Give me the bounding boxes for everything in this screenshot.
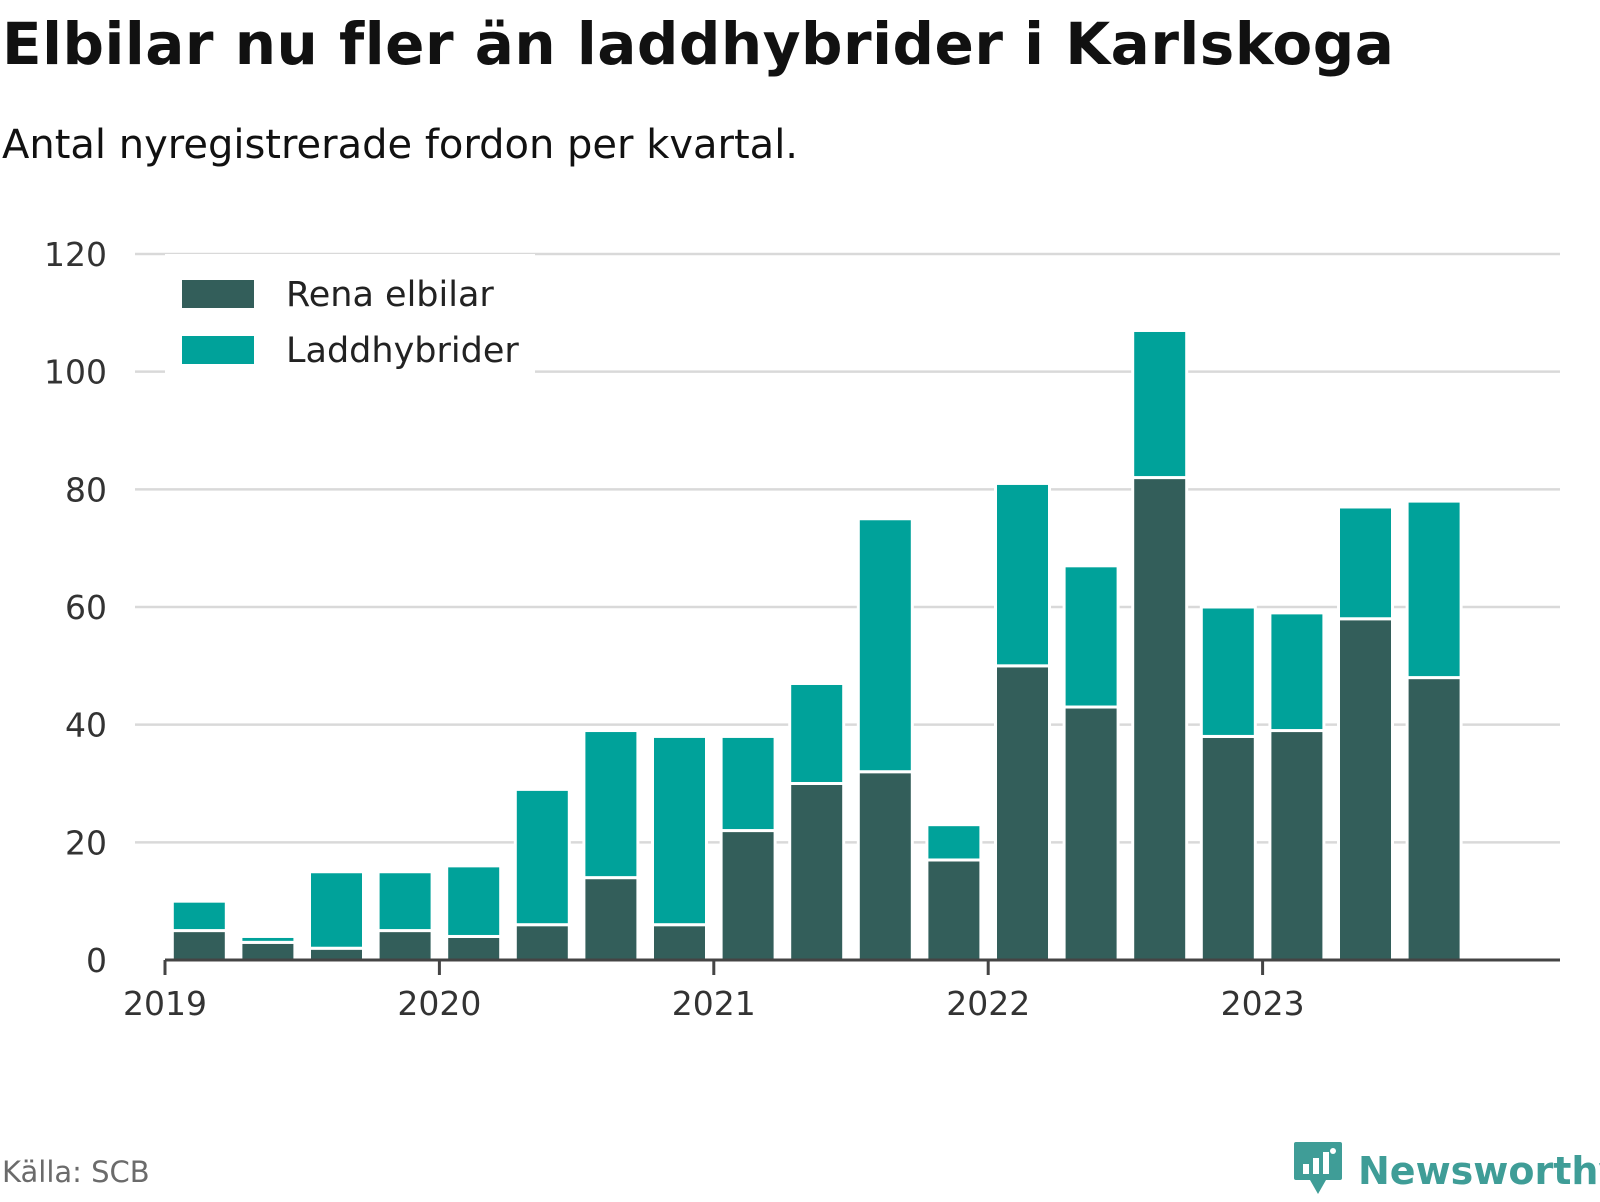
x-tick-label: 2020 (397, 984, 481, 1023)
bar-rena-elbilar (445, 934, 503, 962)
stacked-bar-chart: 0 20 40 60 80 100 120 2019 2020 2021 2022 2023 Rena … (44, 235, 1560, 1023)
bar-laddhybrider (651, 734, 708, 927)
bar-rena-elbilar (925, 858, 983, 962)
bar-rena-elbilar (719, 829, 777, 962)
bar-rena-elbilar (651, 923, 708, 962)
bar-rena-elbilar (1131, 476, 1189, 962)
bar-rena-elbilar (582, 876, 640, 962)
bar-laddhybrider (788, 681, 846, 786)
brand[interactable]: Newsworthy (1292, 1140, 1600, 1202)
bar-laddhybrider (994, 481, 1051, 668)
bar-rena-elbilar (513, 923, 571, 962)
bar-laddhybrider (445, 864, 503, 938)
bar-laddhybrider (376, 870, 434, 933)
bar-laddhybrider (1337, 505, 1394, 621)
bar-rena-elbilar (994, 664, 1051, 962)
bar-rena-elbilar (856, 770, 914, 962)
bar-rena-elbilar (308, 946, 365, 962)
brand-name: Newsworthy (1358, 1149, 1600, 1193)
bar-rena-elbilar (170, 929, 228, 962)
bar-laddhybrider (856, 517, 914, 774)
bar-laddhybrider (170, 899, 228, 933)
bar-laddhybrider (1062, 564, 1120, 709)
y-tick-label: 40 (65, 706, 107, 745)
source-label: Källa: SCB (2, 1155, 150, 1189)
bar-rena-elbilar (376, 929, 434, 962)
bar-laddhybrider (925, 823, 983, 862)
y-tick-label: 0 (86, 941, 107, 980)
x-tick-label: 2019 (123, 984, 207, 1023)
bar-rena-elbilar (239, 940, 297, 962)
bar-laddhybrider (719, 734, 777, 833)
legend-swatch (182, 280, 254, 308)
y-tick-label: 60 (65, 588, 107, 627)
legend-label: Rena elbilar (286, 275, 494, 315)
y-tick-label: 100 (44, 353, 107, 392)
bar-rena-elbilar (1405, 676, 1463, 962)
y-tick-label: 20 (65, 823, 107, 862)
y-tick-label: 120 (44, 235, 107, 274)
bar-rena-elbilar (1337, 617, 1394, 962)
chart-subtitle: Antal nyregistrerade fordon per kvartal. (2, 122, 799, 168)
bar-laddhybrider (239, 934, 297, 944)
bar-laddhybrider (1199, 605, 1257, 738)
bar-laddhybrider (513, 787, 571, 927)
bar-laddhybrider (582, 729, 640, 880)
bar-rena-elbilar (1062, 705, 1120, 962)
legend-swatch (182, 336, 254, 364)
bar-rena-elbilar (788, 782, 846, 962)
legend-label: Laddhybrider (286, 331, 519, 371)
bar-rena-elbilar (1199, 734, 1257, 962)
bar-laddhybrider (1268, 611, 1326, 733)
chart-title: Elbilar nu fler än laddhybrider i Karlsk… (2, 10, 1395, 78)
bar-laddhybrider (1131, 328, 1189, 480)
newsworthy-logo-icon (1292, 1140, 1344, 1202)
bar-laddhybrider (308, 870, 365, 950)
y-tick-label: 80 (65, 470, 107, 509)
bar-rena-elbilar (1268, 729, 1326, 962)
x-tick-label: 2022 (946, 984, 1030, 1023)
bar-laddhybrider (1405, 499, 1463, 680)
x-tick-label: 2023 (1221, 984, 1305, 1023)
x-tick-label: 2021 (672, 984, 756, 1023)
